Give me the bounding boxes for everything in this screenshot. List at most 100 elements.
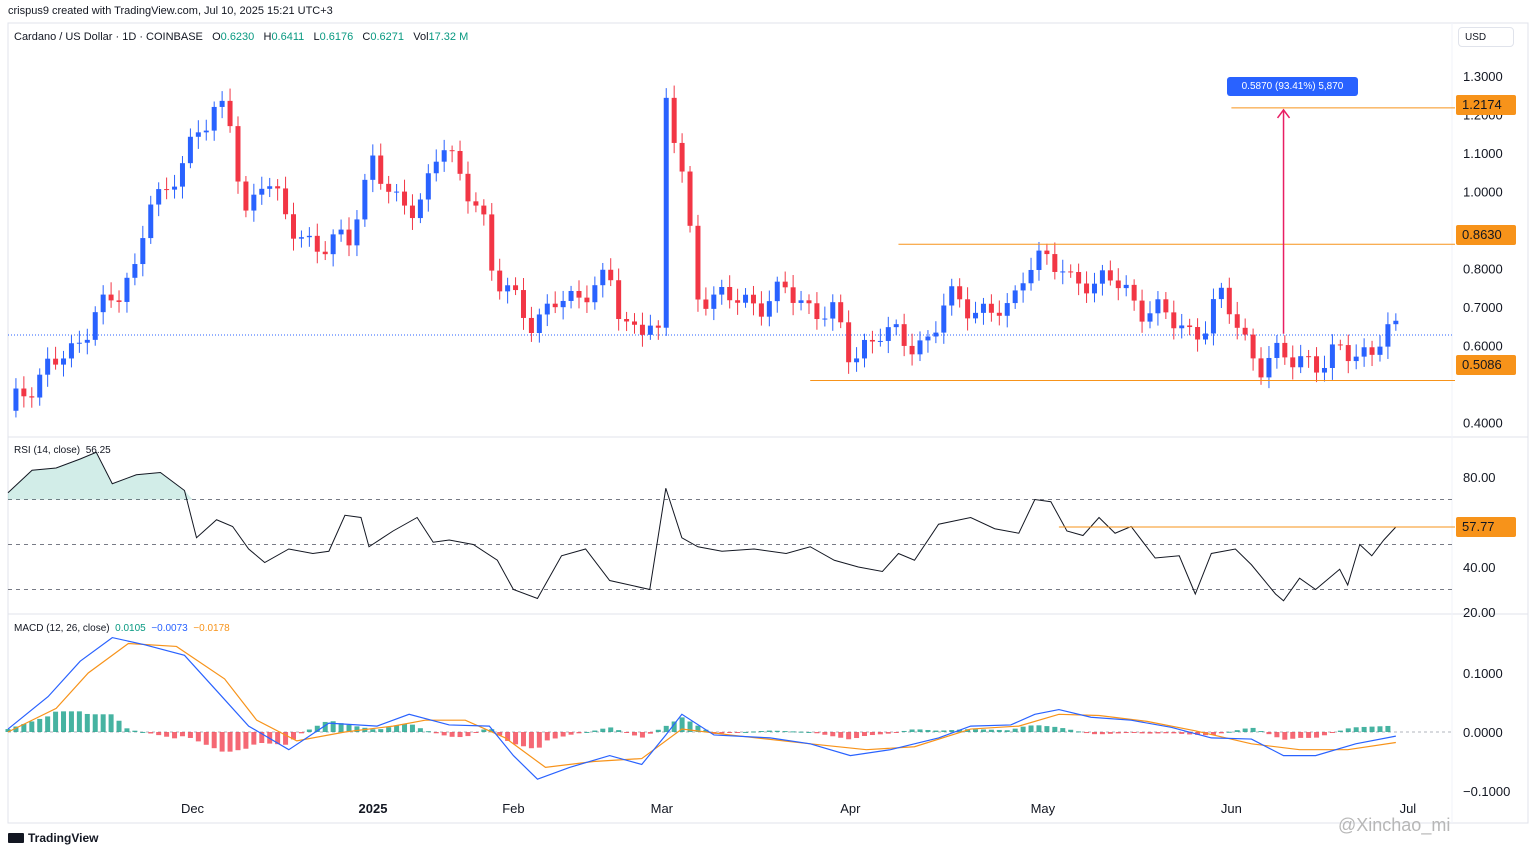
candle-body	[100, 294, 106, 313]
candle-body	[846, 322, 852, 363]
chart-frame	[7, 22, 1529, 824]
candle-body	[988, 303, 994, 313]
candle-body	[417, 199, 423, 219]
macd-hist-bar	[497, 732, 503, 736]
macd-hist-bar	[750, 731, 756, 733]
macd-hist-bar	[822, 732, 828, 735]
macd-hist-bar	[917, 729, 923, 732]
candle-body	[632, 321, 638, 325]
candle-body	[735, 300, 741, 303]
macd-hist-bar	[425, 731, 431, 733]
currency-button[interactable]: USD	[1458, 27, 1514, 47]
candle-body	[933, 332, 939, 337]
candle-body	[1044, 250, 1050, 255]
macd-hist-bar	[1345, 728, 1351, 732]
candle-body	[1020, 283, 1026, 291]
rsi-legend: RSI (14, close) 56.25	[14, 445, 111, 456]
tradingview-logo[interactable]: TradingView	[8, 831, 98, 845]
candle-body	[1163, 299, 1169, 313]
candle-body	[1218, 287, 1224, 300]
macd-hist-bar	[687, 721, 693, 732]
measure-label[interactable]: 0.5870 (93.41%) 5,870	[1227, 77, 1358, 96]
macd-hist-bar	[647, 732, 653, 734]
macd-hist-bar	[1266, 732, 1272, 735]
macd-hist-bar	[156, 732, 162, 736]
candle-body	[560, 300, 566, 308]
time-axis-tick: Apr	[840, 801, 861, 816]
tv-logo-icon	[8, 833, 24, 843]
macd-hist-bar	[37, 718, 43, 732]
macd-hist-bar	[457, 732, 463, 738]
created-by-line: crispus9 created with TradingView.com, J…	[8, 5, 333, 17]
macd-hist-bar	[322, 721, 328, 732]
candle-body	[1028, 269, 1034, 284]
macd-hist-bar	[980, 729, 986, 732]
macd-hist-bar	[1321, 732, 1327, 736]
macd-hist-bar	[552, 732, 558, 739]
candle-body	[275, 186, 281, 189]
macd-hist-bar	[1234, 730, 1240, 732]
candle-body	[1242, 327, 1248, 335]
macd-hist-bar	[1377, 726, 1383, 732]
macd-hist-bar	[1091, 732, 1097, 735]
macd-hist-bar	[528, 732, 534, 749]
macd-hist-bar	[1337, 730, 1343, 732]
candle-body	[679, 142, 685, 172]
candle-body	[949, 286, 955, 306]
candle-body	[1123, 284, 1129, 289]
macd-hist-bar	[1179, 732, 1185, 734]
rsi-axis-tick: 20.00	[1463, 605, 1496, 620]
candle-body	[528, 317, 534, 334]
macd-hist-bar	[861, 732, 867, 737]
candle-body	[782, 281, 788, 288]
candle-body	[1115, 280, 1121, 289]
candle-body	[1290, 357, 1296, 368]
macd-hist-bar	[600, 728, 606, 732]
candle-body	[1012, 290, 1018, 304]
candle-body	[711, 294, 717, 309]
macd-hist-bar	[1147, 732, 1153, 734]
candle-body	[259, 188, 265, 195]
time-axis-tick: Feb	[502, 801, 524, 816]
macd-hist-bar	[568, 732, 574, 735]
macd-hist-bar	[639, 732, 645, 738]
level-tag-support: 0.5086	[1456, 355, 1516, 375]
candle-body	[885, 327, 891, 341]
candle-body	[568, 290, 574, 301]
candle-body	[1052, 254, 1058, 272]
symbol-label[interactable]: Cardano / US Dollar · 1D · COINBASE	[14, 31, 203, 43]
candle-body	[211, 106, 217, 131]
macd-hist-bar	[877, 732, 883, 735]
macd-hist-bar	[1282, 732, 1288, 740]
rsi-level-tag: 57.77	[1456, 517, 1516, 537]
macd-hist-bar	[1123, 732, 1129, 734]
macd-hist-bar	[727, 732, 733, 733]
macd-hist-bar	[124, 728, 130, 732]
macd-hist-bar	[346, 724, 352, 732]
candle-body	[267, 186, 273, 189]
macd-hist-bar	[988, 729, 994, 732]
macd-hist-bar	[592, 730, 598, 732]
candle-body	[235, 126, 241, 182]
volume-value: 17.32 M	[428, 31, 469, 43]
low-label: L	[313, 31, 320, 43]
macd-hist-bar	[671, 721, 677, 732]
macd-hist-bar	[1068, 729, 1074, 732]
macd-hist-bar	[1218, 732, 1224, 734]
candle-body	[822, 318, 828, 320]
macd-hist-bar	[481, 729, 487, 732]
candle-body	[877, 340, 883, 342]
high-value: 0.6411	[271, 31, 305, 43]
macd-hist-bar	[108, 714, 114, 732]
macd-hist-bar	[941, 730, 947, 732]
macd-hist-bar	[973, 729, 979, 732]
open-value: 0.6230	[220, 31, 255, 43]
macd-hist-bar	[536, 732, 542, 748]
macd-hist-bar	[417, 728, 423, 732]
macd-hist-bar	[449, 732, 455, 737]
candle-body	[338, 229, 344, 235]
candle-body	[322, 251, 328, 255]
macd-hist-bar	[1187, 732, 1193, 735]
macd-hist-bar	[1044, 726, 1050, 732]
